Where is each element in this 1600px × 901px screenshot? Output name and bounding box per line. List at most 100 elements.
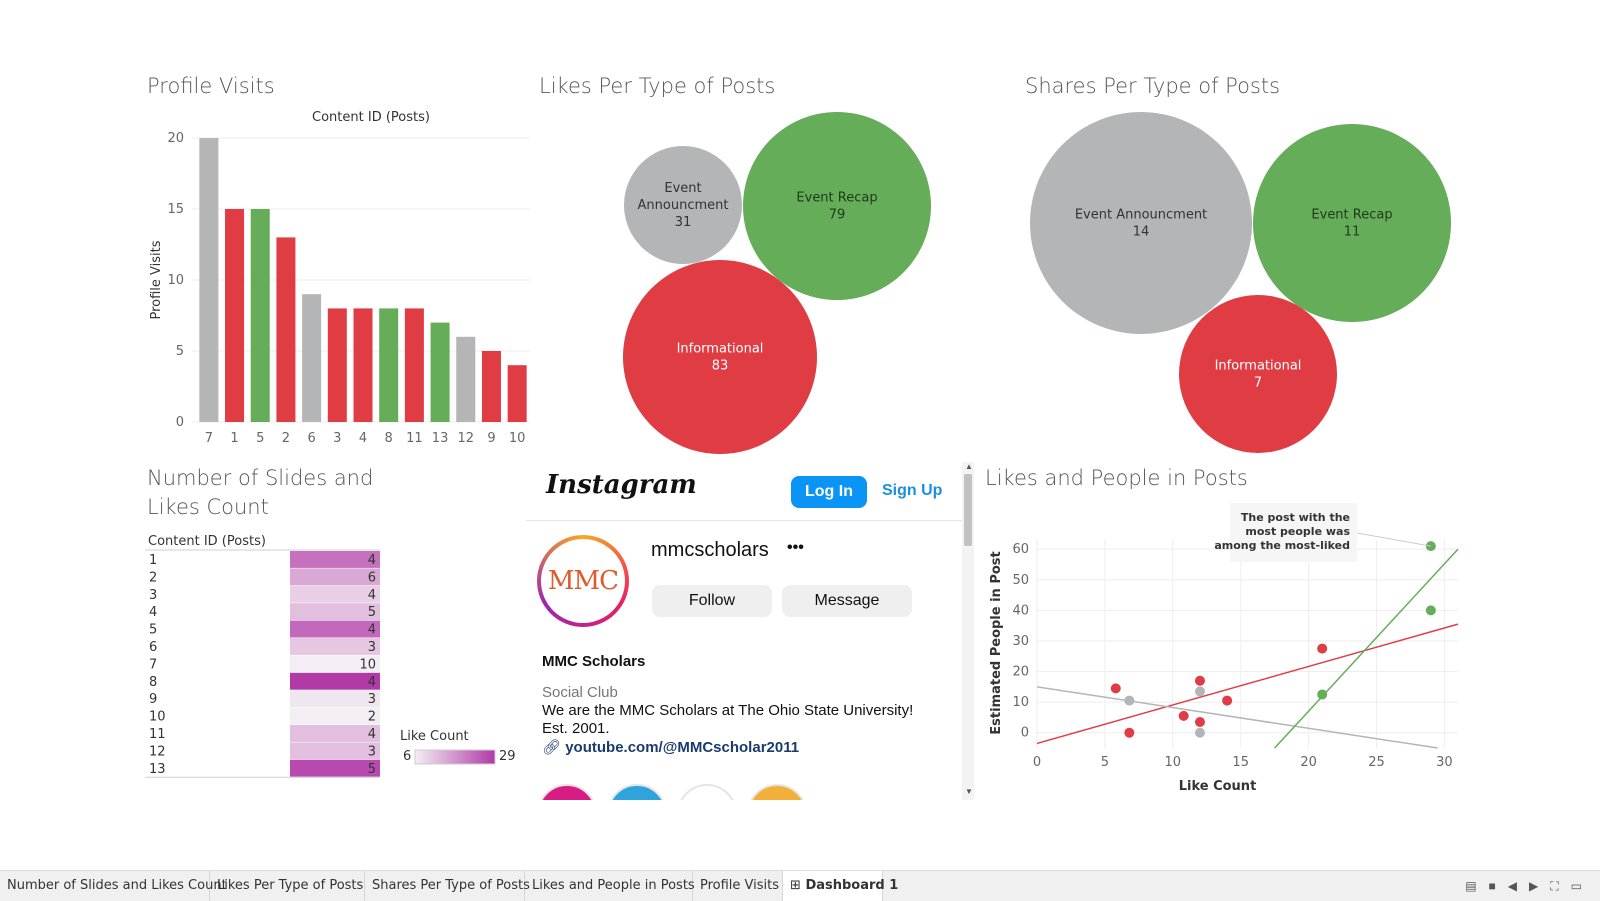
bubble-gray xyxy=(1030,112,1252,334)
more-options-icon[interactable]: ••• xyxy=(787,539,804,556)
bar-post-3 xyxy=(327,308,347,422)
highlight-2[interactable] xyxy=(607,784,667,800)
bubble-value: 11 xyxy=(1344,225,1361,240)
bar-chart-y-axis-label: Profile Visits xyxy=(149,240,164,319)
heat-cell xyxy=(290,672,380,690)
prev-sheet-icon[interactable]: ◀ xyxy=(1507,879,1518,893)
bubble-green xyxy=(1253,124,1451,322)
scatter-x-tick: 5 xyxy=(1101,755,1109,770)
bar-chart-y-tick: 20 xyxy=(167,131,184,146)
heat-row-id: 8 xyxy=(149,675,157,690)
bubble-value: 79 xyxy=(829,208,846,223)
tab-shares-per-type[interactable]: Shares Per Type of Posts xyxy=(365,871,530,901)
slides-likes-title-line2: Likes Count xyxy=(147,495,269,519)
heat-cell xyxy=(290,690,380,708)
filmstrip-view-icon[interactable]: ▤ xyxy=(1465,879,1477,893)
instagram-embed[interactable]: Instagram Log In Sign Up MMC mmcscholars… xyxy=(526,462,974,800)
avatar[interactable]: MMC xyxy=(537,535,629,627)
scrollbar[interactable]: ▲ ▼ xyxy=(962,462,974,800)
scroll-down-arrow[interactable]: ▼ xyxy=(965,787,973,796)
trend-line-gray xyxy=(1036,686,1438,749)
dashboard-grid-icon: ⊞ xyxy=(790,878,801,893)
bubble-label: Informational xyxy=(1215,359,1302,374)
highlight-4[interactable] xyxy=(747,784,807,800)
bar-chart-x-tick: 11 xyxy=(406,431,423,446)
header-divider xyxy=(526,520,966,521)
tab-dashboard-1-label: Dashboard 1 xyxy=(805,878,899,893)
likes-per-type-title: Likes Per Type of Posts xyxy=(539,74,776,98)
heat-cell-slides: 4 xyxy=(368,727,376,742)
username: mmcscholars xyxy=(651,539,769,561)
tab-likes-and-people[interactable]: Likes and People in Posts xyxy=(525,871,695,901)
scroll-up-arrow[interactable]: ▲ xyxy=(965,462,973,471)
bar-post-8 xyxy=(379,308,399,422)
bar-post-11 xyxy=(404,308,424,422)
scroll-thumb[interactable] xyxy=(964,474,972,546)
instagram-logo[interactable]: Instagram xyxy=(546,470,697,500)
annotation-text: among the most-liked xyxy=(1214,539,1350,552)
scatter-y-axis-label: Estimated People in Post xyxy=(989,551,1004,735)
profile-visits-title: Profile Visits xyxy=(147,74,275,98)
heat-row-id: 2 xyxy=(149,570,157,585)
next-sheet-icon[interactable]: ▶ xyxy=(1529,879,1539,893)
heat-cell-slides: 4 xyxy=(368,623,376,638)
avatar-logo-text: MMC xyxy=(547,566,619,596)
tab-view-icon[interactable]: ■ xyxy=(1488,879,1496,893)
bar-chart-x-tick: 4 xyxy=(359,431,367,446)
message-button[interactable]: Message xyxy=(782,585,912,617)
profile-link[interactable]: 🔗︎ youtube.com/@MMCscholar2011 xyxy=(542,738,799,756)
heat-row-id: 11 xyxy=(149,727,166,742)
tab-bar-controls: ▤ ■ ◀ ▶ ⛶︎ ▭ xyxy=(1465,871,1582,901)
tab-number-of-slides[interactable]: Number of Slides and Likes Count xyxy=(0,871,227,901)
fullscreen-icon[interactable]: ⛶︎ xyxy=(1550,878,1559,893)
bar-post-4 xyxy=(353,308,373,422)
heat-row-id: 1 xyxy=(149,553,157,568)
heat-cell xyxy=(290,568,380,586)
scatter-point-red xyxy=(1194,675,1205,686)
heat-cell xyxy=(290,551,380,568)
tab-likes-per-type[interactable]: Likes Per Type of Posts xyxy=(210,871,365,901)
login-button[interactable]: Log In xyxy=(791,476,867,508)
scatter-y-tick: 60 xyxy=(1012,542,1029,557)
heat-row-id: 4 xyxy=(149,605,157,620)
slides-likes-heat-table: Content ID (Posts) 1 4 2 6 3 4 4 5 5 4 6 3 7 10 8 4 9 3 10 2… xyxy=(145,534,516,778)
scatter-point-green xyxy=(1425,541,1436,552)
bar-post-2 xyxy=(276,237,296,422)
tab-profile-visits[interactable]: Profile Visits xyxy=(693,871,783,901)
highlight-3[interactable] xyxy=(677,784,737,800)
profile-visits-bar-chart: Content ID (Posts)Profile Visits05101520… xyxy=(149,110,530,446)
heat-legend-min: 6 xyxy=(403,749,411,764)
bubble-green xyxy=(743,112,931,300)
tab-dashboard-1[interactable]: ⊞ Dashboard 1 xyxy=(783,871,898,901)
bar-chart-y-tick: 15 xyxy=(167,202,184,217)
bar-post-10 xyxy=(507,365,527,422)
likes-people-scatter: 0 5 10 15 20 25 30 0 10 20 30 40 50 60 Like Count Estim… xyxy=(989,503,1459,794)
bar-post-13 xyxy=(430,322,450,422)
heat-legend-title: Like Count xyxy=(400,729,469,744)
bubble-label: Event xyxy=(664,181,701,196)
profile-link-text[interactable]: youtube.com/@MMCscholar2011 xyxy=(565,739,800,756)
scatter-x-tick: 20 xyxy=(1300,755,1317,770)
highlight-1[interactable] xyxy=(537,784,597,800)
bubble-value: 31 xyxy=(675,215,692,230)
bar-chart-y-tick: 5 xyxy=(176,344,184,359)
bio-line-2: Est. 2001. xyxy=(542,720,610,737)
scatter-y-tick: 40 xyxy=(1012,603,1029,618)
bar-post-12 xyxy=(456,336,476,422)
annotation-text: The post with the xyxy=(1241,511,1350,524)
shares-per-type-title: Shares Per Type of Posts xyxy=(1025,74,1281,98)
heat-cell-slides: 3 xyxy=(368,744,376,759)
heat-cell xyxy=(290,759,380,777)
signup-link[interactable]: Sign Up xyxy=(882,482,943,499)
bar-chart-x-tick: 13 xyxy=(432,431,449,446)
bar-post-9 xyxy=(481,351,501,422)
scatter-point-red xyxy=(1194,717,1205,727)
scatter-point-red xyxy=(1178,710,1189,721)
presentation-icon[interactable]: ▭ xyxy=(1570,879,1582,893)
follow-button[interactable]: Follow xyxy=(652,585,772,617)
heat-legend-gradient xyxy=(414,749,496,765)
bubble-label: Event Recap xyxy=(796,191,877,206)
heat-row-id: 9 xyxy=(149,692,157,707)
heat-cell xyxy=(290,620,380,638)
trend-line-red xyxy=(1036,623,1459,745)
